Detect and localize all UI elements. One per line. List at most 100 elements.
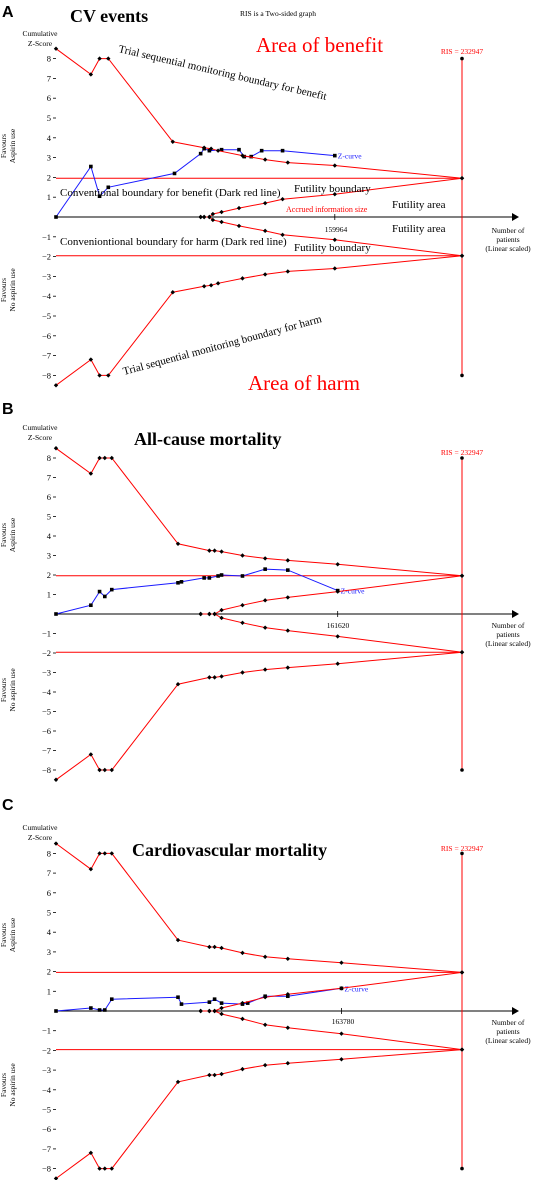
y-tick-label: −1 xyxy=(42,232,51,242)
z-curve-point xyxy=(202,576,206,580)
boundary-point xyxy=(109,767,114,773)
y-tick-label: 4 xyxy=(47,531,52,541)
boundary-point xyxy=(236,223,242,229)
panel-c-title: Cardiovascular mortality xyxy=(132,840,327,860)
boundary-point xyxy=(207,214,212,220)
boundary-point xyxy=(240,276,245,281)
panel-a-y-title-2: Z-Score xyxy=(28,39,53,48)
z-curve-point xyxy=(280,148,285,153)
ris-marker xyxy=(460,456,464,460)
panel-c-plot: Z-curve xyxy=(53,841,465,1180)
panel-a-favours-top-2: Aspirin use xyxy=(8,128,17,163)
y-tick-label: 6 xyxy=(47,93,51,103)
y-tick-label: 2 xyxy=(47,570,51,580)
boundary-point xyxy=(262,157,268,162)
z-curve-point xyxy=(207,576,212,580)
panel-a-futility-boundary-top: Futility boundary xyxy=(294,183,371,195)
boundary-point xyxy=(285,665,291,670)
z-curve-point xyxy=(103,1008,107,1012)
boundary-point xyxy=(262,1062,268,1068)
boundary-point xyxy=(339,1031,344,1036)
panel-a-conv-benefit-label: Conventional boundary for benefit (Dark … xyxy=(60,187,281,199)
boundary-point xyxy=(219,945,224,951)
z-curve-point xyxy=(176,995,180,1000)
panel-a-x-arrow xyxy=(512,213,519,221)
y-tick-label: −5 xyxy=(42,311,51,321)
boundary-point xyxy=(219,219,224,225)
panel-b-favours-bottom-1: Favours xyxy=(0,678,8,702)
y-tick-label: −7 xyxy=(42,351,51,361)
boundary-point xyxy=(212,944,217,950)
boundary-point xyxy=(97,767,102,773)
panel-a-favours-top-1: Favours xyxy=(0,134,8,158)
boundary-point xyxy=(102,851,108,856)
boundary-point xyxy=(280,196,285,202)
z-curve-point xyxy=(89,603,93,608)
boundary-point xyxy=(459,650,465,655)
boundary-point xyxy=(97,455,102,461)
panel-a-futility-area-top: Futility area xyxy=(392,199,446,211)
panel-a-accrued-label: Accrued information size xyxy=(286,205,368,214)
boundary-point xyxy=(240,620,245,625)
boundary-point xyxy=(106,373,111,378)
z-curve-point xyxy=(179,580,184,584)
panel-c-y-title-2: Z-Score xyxy=(28,833,53,842)
boundary-point xyxy=(335,661,340,666)
z-curve-point xyxy=(245,1001,250,1005)
panel-a-title: CV events xyxy=(70,6,148,26)
boundary-point xyxy=(262,625,268,630)
boundary-point xyxy=(212,1008,217,1014)
boundary-point xyxy=(109,851,114,856)
y-tick-label: −6 xyxy=(42,726,51,736)
y-tick-label: −3 xyxy=(42,668,51,678)
z-curve-point xyxy=(179,1002,184,1006)
ris-marker xyxy=(460,56,464,61)
y-tick-label: −4 xyxy=(42,291,52,301)
panel-a-x-title-2: patients xyxy=(496,235,519,244)
y-tick-label: −4 xyxy=(42,687,52,697)
y-tick-label: −8 xyxy=(42,1164,51,1174)
z-curve-label: Z-curve xyxy=(344,984,368,993)
boundary-point xyxy=(332,266,337,271)
boundary-line xyxy=(200,216,463,257)
y-tick-label: −3 xyxy=(42,1065,51,1075)
boundary-point xyxy=(285,595,291,600)
panel-b-y-title-1: Cumulative xyxy=(23,423,59,432)
panel-c-favours-bottom-1: Favours xyxy=(0,1073,8,1097)
boundary-point xyxy=(285,956,291,961)
panel-b-x-arrow xyxy=(512,610,519,618)
boundary-point xyxy=(262,272,268,277)
boundary-point xyxy=(170,290,175,295)
z-curve-point xyxy=(219,573,224,577)
panel-c-favours-bottom-2: No aspirin use xyxy=(8,1063,17,1107)
boundary-point xyxy=(335,634,340,639)
panel-a-area-benefit: Area of benefit xyxy=(256,33,383,57)
boundary-point xyxy=(198,611,203,617)
boundary-point xyxy=(88,1150,94,1156)
boundary-point xyxy=(53,46,59,51)
z-curve-point xyxy=(216,574,220,578)
boundary-point xyxy=(240,1066,245,1072)
panel-a-x-title-1: Number of xyxy=(492,226,525,235)
boundary-point xyxy=(262,1022,268,1027)
boundary-point xyxy=(207,1072,212,1078)
panel-a-futility-area-bottom: Futility area xyxy=(392,223,446,235)
panel-b-x-title-3: (Linear scaled) xyxy=(485,639,531,648)
panel-c-x-tick: 163780 xyxy=(332,1017,355,1026)
boundary-point xyxy=(208,283,214,288)
z-curve-point xyxy=(106,185,111,190)
panel-b-letter: B xyxy=(2,401,14,418)
z-curve-point xyxy=(109,587,114,592)
boundary-point xyxy=(262,995,268,1000)
boundary-point xyxy=(335,562,340,567)
y-tick-label: −2 xyxy=(42,1045,51,1055)
z-curve-point xyxy=(54,215,58,219)
boundary-point xyxy=(208,146,214,151)
y-tick-label: 6 xyxy=(47,492,51,502)
y-tick-label: −7 xyxy=(42,1144,51,1154)
boundary-point xyxy=(212,611,217,617)
boundary-point xyxy=(201,284,207,289)
panel-a-plot: Z-curve xyxy=(53,46,465,388)
z-curve-point xyxy=(89,164,93,169)
y-tick-label: 6 xyxy=(47,888,51,898)
